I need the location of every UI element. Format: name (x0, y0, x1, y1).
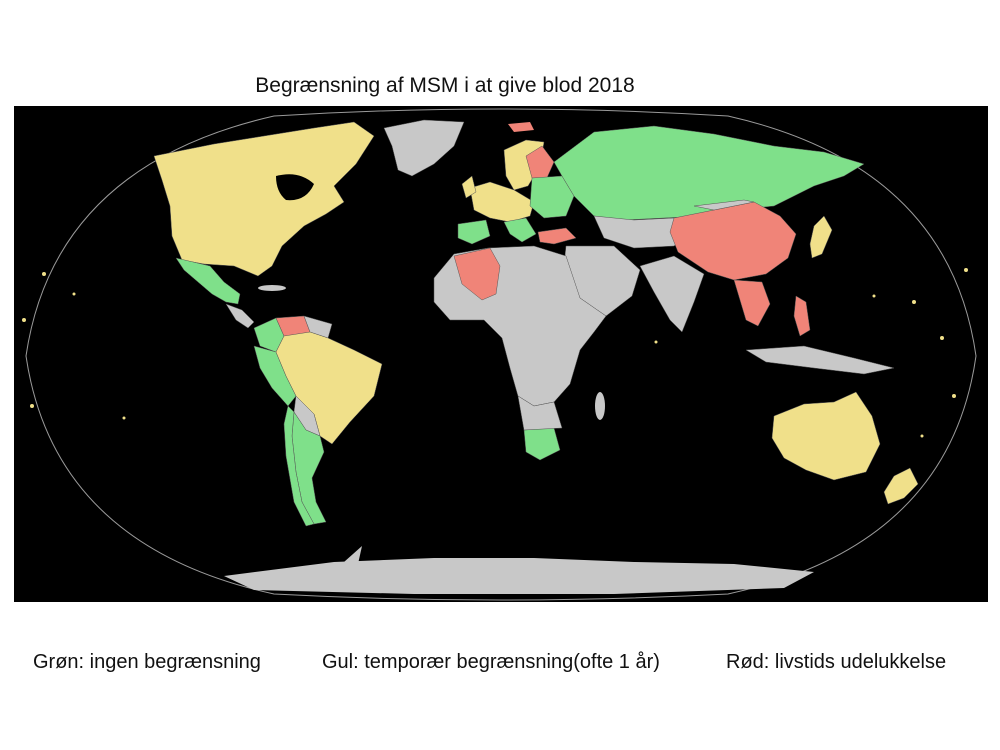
north-america-yellow (153, 121, 375, 277)
madagascar (595, 392, 605, 420)
greenland (383, 119, 465, 177)
legend-temporary-restriction: Gul: temporær begrænsning(ofte 1 år) (322, 651, 660, 673)
central-america (225, 303, 255, 329)
chile (283, 405, 315, 527)
italy-balkans-green (503, 217, 537, 243)
brazil (275, 331, 383, 445)
antarctica (224, 558, 814, 594)
india (639, 255, 705, 333)
iceland-red (508, 122, 534, 132)
legend-lifetime-exclusion: Rød: livstids udelukkelse (726, 651, 947, 673)
world-map (14, 106, 988, 602)
uk-yellow (461, 175, 477, 199)
japan (809, 215, 833, 259)
se-asia-red (733, 279, 771, 327)
finland-red (525, 145, 555, 181)
western-europe-yellow (469, 181, 535, 223)
mexico (175, 257, 241, 305)
turkey-red (537, 227, 577, 245)
iberia-green (457, 219, 491, 245)
philippines (793, 295, 811, 337)
mongolia (693, 199, 755, 211)
indonesia (745, 345, 895, 375)
algeria-red (453, 247, 501, 301)
pacific-islands (22, 268, 968, 438)
cuba (258, 285, 286, 291)
antarctic-peninsula (344, 546, 362, 564)
map-title: Begrænsning af MSM i at give blod 2018 (255, 74, 635, 97)
legend-no-restriction: Grøn: ingen begrænsning (33, 651, 261, 673)
australia (771, 391, 881, 481)
new-zealand (883, 467, 919, 505)
southern-africa-gray (517, 395, 563, 431)
hudson-bay (276, 174, 314, 201)
